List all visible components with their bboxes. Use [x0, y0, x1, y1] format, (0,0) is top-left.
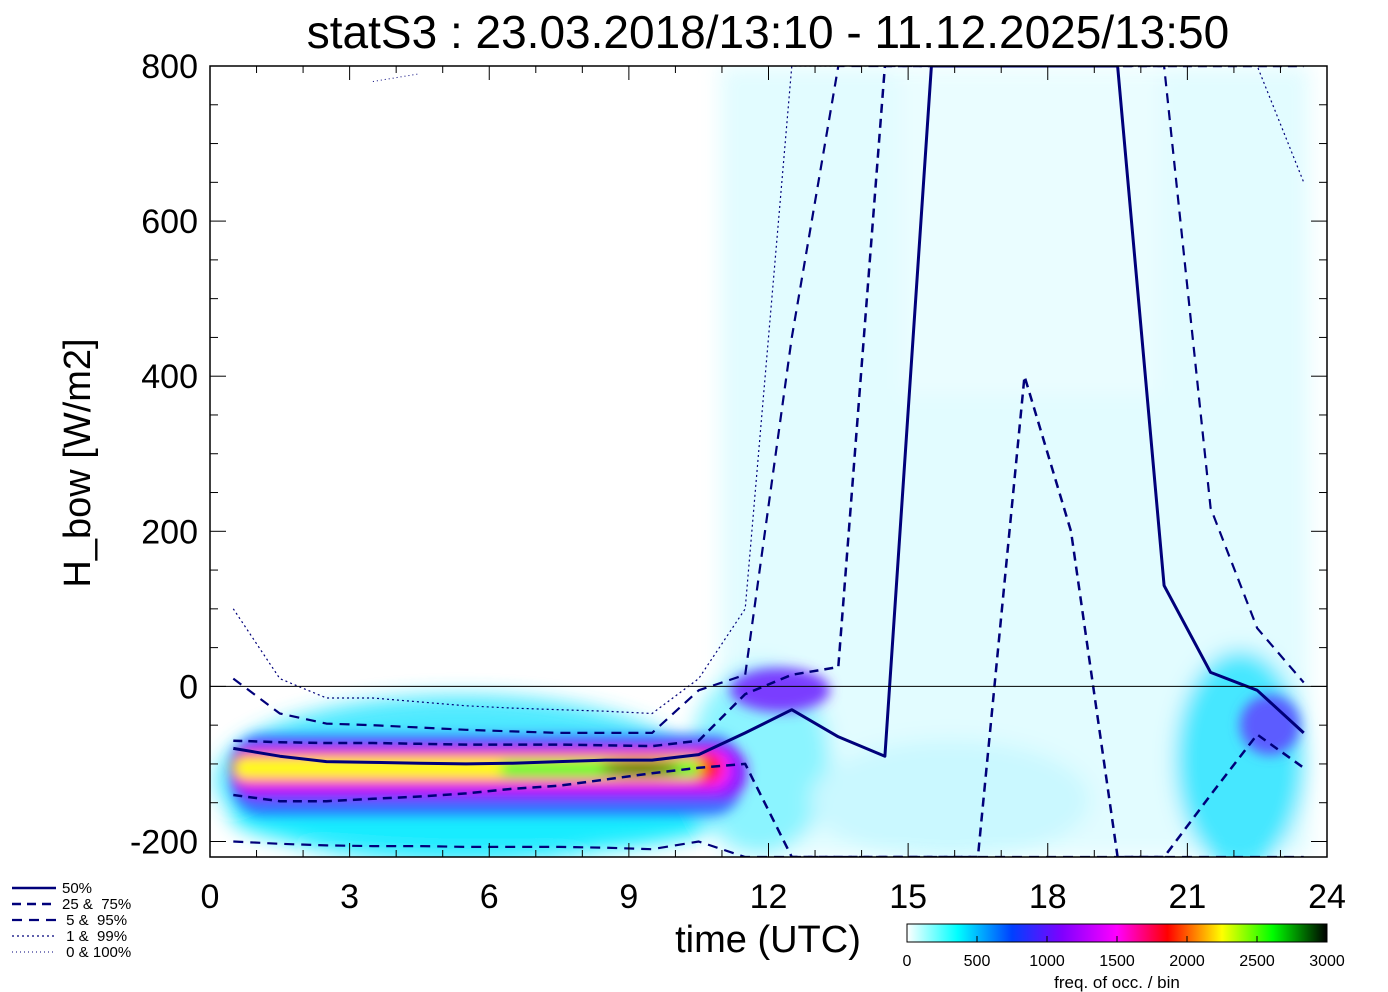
- y-tick-label: 400: [141, 358, 198, 396]
- colorbar-ticks: 0 500 1000 1500 2000 2500 3000: [903, 936, 1345, 970]
- legend-label: 50%: [62, 880, 92, 897]
- density-midday-low: [810, 740, 1090, 857]
- colorbar-tick-label: 0: [903, 953, 912, 970]
- series-line-dotted-fine-6: [372, 73, 420, 82]
- x-tick-label: 15: [889, 878, 927, 916]
- x-tick-label: 0: [201, 878, 220, 916]
- series-line-dashed-1: [233, 66, 1304, 748]
- x-tick-label: 6: [480, 878, 499, 916]
- legend-label: 5 & 95%: [62, 912, 127, 929]
- colorbar-label: freq. of occ. / bin: [1054, 973, 1180, 992]
- density-daytime-upper: [900, 66, 1160, 396]
- x-tick-label: 24: [1308, 878, 1346, 916]
- colorbar-tick-label: 2000: [1169, 953, 1205, 970]
- density-core-peak: [600, 762, 680, 774]
- legend-label: 25 & 75%: [62, 896, 131, 913]
- y-tick-label: 200: [141, 513, 198, 551]
- y-tick-label: -200: [130, 823, 198, 861]
- y-tick-label: 600: [141, 203, 198, 241]
- x-tick-label: 3: [340, 878, 359, 916]
- x-tick-label: 9: [619, 878, 638, 916]
- colorbar-tick-label: 2500: [1239, 953, 1275, 970]
- series-line-solid-0: [233, 66, 1305, 766]
- density-morning-blob: [730, 668, 830, 712]
- legend-label: 0 & 100%: [62, 944, 131, 961]
- y-tick-label: 800: [141, 48, 198, 86]
- colorbar-tick-label: 3000: [1309, 953, 1345, 970]
- legend-label: 1 & 99%: [62, 928, 127, 945]
- series-line-dashed-long-4: [233, 840, 1304, 857]
- y-tick-labels: -200 0 200 400 600 800: [130, 48, 198, 861]
- x-tick-label: 21: [1168, 878, 1206, 916]
- colorbar-tick-label: 1000: [1029, 953, 1065, 970]
- colorbar-tick-label: 1500: [1099, 953, 1135, 970]
- y-tick-label: 0: [179, 668, 198, 706]
- axis-ticks: [209, 65, 1328, 857]
- series-line-dashed-long-3: [232, 66, 1305, 734]
- legend: 50%25 & 75% 5 & 95% 1 & 99% 0 & 100%: [12, 880, 131, 961]
- y-axis-label: H_bow [W/m2]: [57, 338, 99, 587]
- colorbar-tick-label: 500: [964, 953, 991, 970]
- x-tick-labels: 0 3 6 9 12 15 18 21 24: [201, 878, 1346, 916]
- x-tick-label: 12: [750, 878, 788, 916]
- density-field: [215, 66, 1310, 857]
- x-tick-label: 18: [1029, 878, 1067, 916]
- percentile-lines: [232, 66, 1305, 857]
- series-line-dotted-5: [232, 66, 1305, 715]
- chart-title: statS3 : 23.03.2018/13:10 - 11.12.2025/1…: [307, 6, 1229, 58]
- colorbar: 0 500 1000 1500 2000 2500 3000 freq. of occ. /…: [903, 923, 1345, 992]
- density-core: [232, 748, 732, 790]
- x-axis-label: time (UTC): [675, 919, 861, 961]
- density-evening-blob: [1240, 695, 1300, 755]
